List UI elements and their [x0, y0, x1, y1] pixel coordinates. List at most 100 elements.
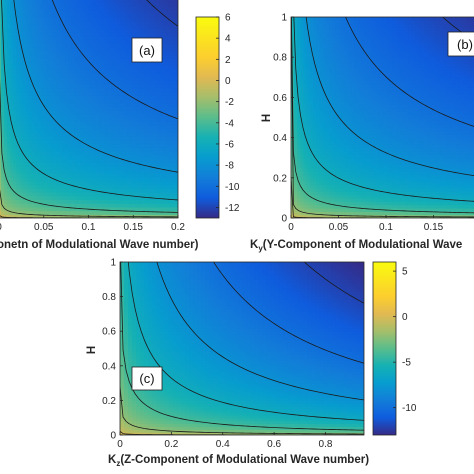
heatmap-cell: [303, 47, 308, 52]
heatmap-cell: [28, 203, 33, 208]
heatmap-cell: [162, 21, 167, 26]
heatmap-cell: [294, 30, 298, 35]
heatmap-cell: [16, 191, 20, 197]
heatmap-cell: [104, 151, 109, 156]
heatmap-cell: [22, 173, 27, 178]
heatmap-cell: [329, 20, 333, 25]
heatmap-cell: [126, 191, 130, 197]
heatmap-cell: [141, 132, 146, 137]
heatmap-cell: [10, 102, 14, 108]
heatmap-cell: [123, 180, 127, 186]
heatmap-cell: [34, 210, 39, 215]
heatmap-cell: [22, 125, 27, 130]
heatmap-cell: [28, 139, 33, 145]
heatmap-cell: [147, 91, 152, 96]
heatmap-cell: [86, 147, 91, 152]
heatmap-cell: [168, 43, 173, 48]
heatmap-cell: [13, 128, 17, 134]
heatmap-cell: [25, 69, 30, 74]
heatmap-cell: [300, 140, 305, 145]
heatmap-cell: [332, 20, 336, 25]
heatmap-cell: [354, 97, 359, 102]
heatmap-cell: [95, 43, 100, 48]
heatmap-cell: [147, 162, 152, 167]
heatmap-cell: [92, 110, 97, 115]
heatmap-cell: [37, 162, 42, 167]
heatmap-cell: [65, 177, 69, 182]
heatmap-cell: [138, 195, 142, 201]
heatmap-cell: [4, 191, 8, 197]
heatmap-cell: [62, 28, 66, 33]
heatmap-cell: [354, 147, 359, 152]
heatmap-cell: [83, 6, 88, 11]
heatmap-cell: [141, 158, 146, 163]
heatmap-cell: [98, 102, 103, 108]
heatmap-cell: [7, 151, 11, 156]
heatmap-cell: [329, 197, 333, 202]
heatmap-cell: [34, 203, 39, 208]
heatmap-cell: [338, 50, 343, 55]
heatmap-cell: [120, 95, 124, 100]
heatmap-cell: [322, 33, 327, 38]
heatmap-cell: [129, 17, 133, 22]
heatmap-cell: [348, 57, 352, 62]
heatmap-cell: [357, 50, 362, 55]
heatmap-cell: [0, 184, 2, 189]
heatmap-cell: [319, 114, 324, 119]
heatmap-cell: [104, 58, 109, 63]
heatmap-cell: [348, 167, 352, 172]
heatmap-cell: [144, 9, 149, 15]
heatmap-cell: [316, 207, 321, 212]
heatmap-cell: [98, 76, 103, 82]
heatmap-cell: [113, 206, 118, 212]
heatmap-cell: [335, 137, 340, 142]
heatmap-cell: [153, 173, 158, 178]
heatmap-cell: [325, 154, 330, 159]
heatmap-cell: [37, 191, 42, 197]
heatmap-cell: [62, 147, 66, 152]
heatmap-cell: [300, 100, 305, 105]
heatmap-cell: [77, 73, 81, 78]
heatmap-cell: [86, 199, 91, 204]
heatmap-cell: [74, 76, 78, 82]
heatmap-cell: [319, 47, 324, 52]
heatmap-cell: [156, 17, 161, 22]
heatmap-cell: [357, 191, 362, 196]
heatmap-cell: [120, 210, 124, 215]
heatmap-cell: [59, 110, 63, 115]
heatmap-cell: [135, 169, 139, 174]
heatmap-cell: [329, 60, 333, 65]
heatmap-cell: [4, 99, 8, 104]
heatmap-cell: [171, 128, 176, 134]
heatmap-cell: [313, 154, 317, 159]
heatmap-cell: [110, 206, 115, 212]
heatmap-cell: [144, 191, 149, 197]
heatmap-cell: [129, 139, 133, 145]
heatmap-cell: [62, 169, 66, 174]
heatmap-cell: [0, 47, 2, 52]
heatmap-cell: [325, 214, 330, 218]
heatmap-cell: [117, 180, 121, 186]
heatmap-cell: [28, 162, 33, 167]
heatmap-cell: [344, 40, 349, 45]
heatmap-cell: [31, 106, 36, 111]
heatmap-cell: [341, 104, 346, 109]
heatmap-cell: [104, 6, 109, 11]
heatmap-cell: [62, 128, 66, 134]
heatmap-cell: [147, 17, 152, 22]
heatmap-cell: [123, 73, 127, 78]
heatmap-cell: [297, 77, 302, 82]
heatmap-cell: [71, 102, 75, 108]
heatmap-cell: [43, 203, 48, 208]
heatmap-cell: [65, 95, 69, 100]
heatmap-cell: [7, 169, 11, 174]
heatmap-cell: [7, 102, 11, 108]
heatmap-cell: [28, 50, 33, 56]
heatmap-cell: [310, 57, 314, 62]
heatmap-cell: [126, 132, 130, 137]
heatmap-cell: [294, 27, 298, 31]
heatmap-cell: [144, 132, 149, 137]
heatmap-cell: [159, 214, 164, 218]
heatmap-cell: [10, 184, 14, 189]
heatmap-cell: [22, 61, 27, 67]
